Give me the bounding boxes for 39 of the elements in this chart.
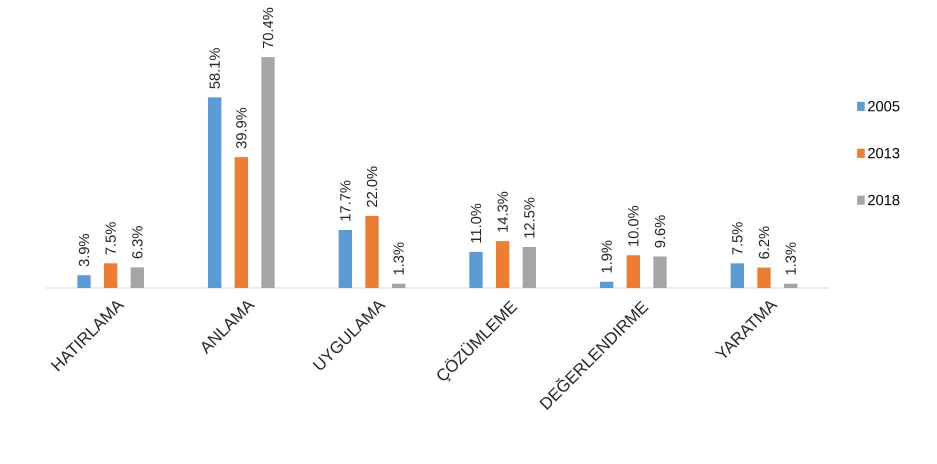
data-label: 7.5% — [732, 222, 743, 254]
data-label: 14.3% — [497, 192, 508, 232]
bar — [365, 216, 379, 288]
bar — [77, 275, 91, 288]
data-label: 6.2% — [758, 226, 770, 259]
bar — [104, 263, 118, 288]
bar — [130, 267, 144, 288]
bar — [522, 247, 536, 288]
legend-label: 2013 — [868, 148, 900, 158]
bar — [496, 241, 510, 288]
bar — [626, 255, 640, 288]
bar — [338, 230, 352, 288]
data-label: 9.6% — [654, 215, 666, 248]
bar — [261, 57, 275, 288]
data-label: 6.3% — [132, 226, 143, 258]
bar — [600, 282, 614, 288]
bar — [784, 284, 798, 288]
bar — [653, 256, 667, 288]
bar — [469, 252, 483, 288]
data-label: 3.9% — [78, 234, 90, 266]
data-label: 70.4% — [262, 8, 274, 48]
data-label: 10.0% — [628, 206, 639, 246]
data-label: 1.9% — [601, 240, 612, 272]
data-label: 1.3% — [786, 242, 796, 274]
bar — [730, 263, 744, 288]
legend-label: 2018 — [868, 194, 900, 206]
data-label: 11.0% — [470, 204, 482, 243]
data-label: 58.1% — [209, 48, 220, 89]
bar — [208, 97, 222, 288]
bar — [392, 284, 406, 288]
data-label: 39.9% — [236, 108, 247, 148]
data-label: 17.7% — [340, 180, 350, 221]
bar — [757, 268, 771, 288]
bar — [234, 157, 248, 288]
legend-label: 2005 — [868, 101, 900, 112]
data-label: 22.0% — [366, 166, 378, 207]
data-label: 7.5% — [106, 222, 116, 254]
data-label: 12.5% — [524, 198, 535, 238]
data-label: 1.3% — [393, 242, 404, 274]
